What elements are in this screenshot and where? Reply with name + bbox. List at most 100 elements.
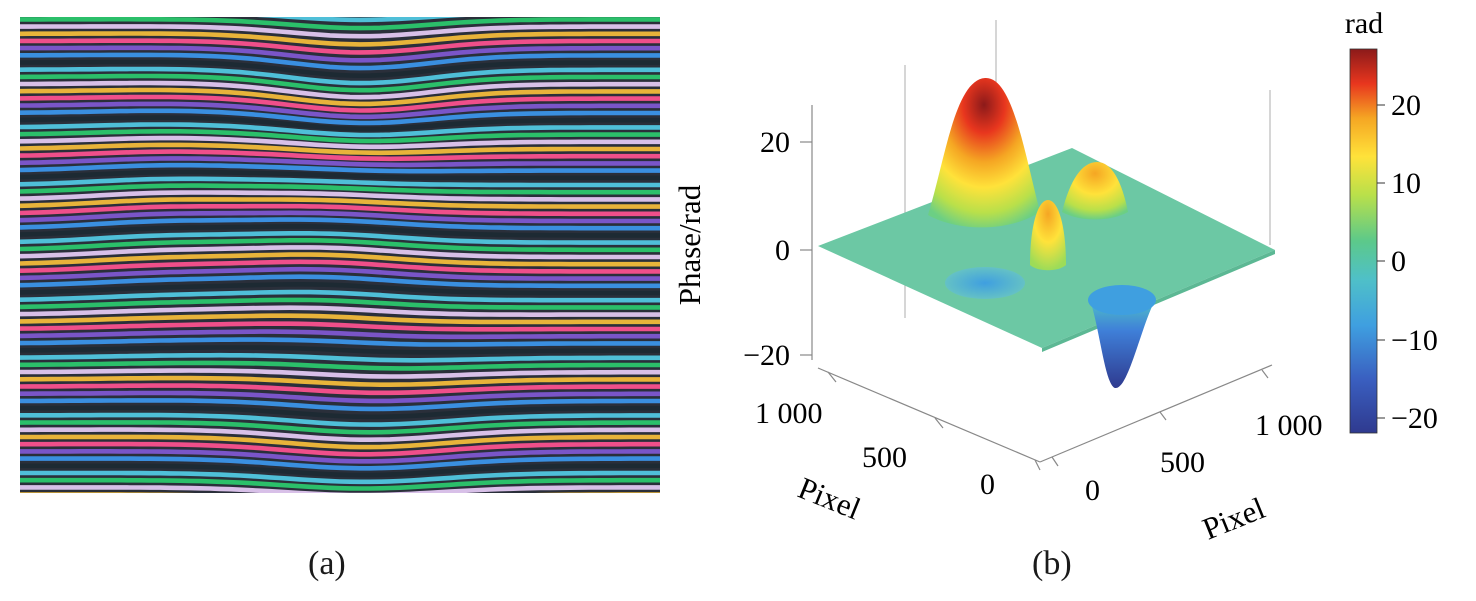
colorbar-tick-labels: 20 10 0 −10 −20 xyxy=(1391,89,1438,435)
fringe-line xyxy=(256,17,467,23)
fringe-line xyxy=(20,405,660,420)
fringe-line xyxy=(20,289,660,303)
fringe-line xyxy=(20,305,660,317)
fringe-line xyxy=(20,238,660,253)
fringe-line xyxy=(20,217,660,231)
fringe-line xyxy=(20,203,660,217)
fringe-line xyxy=(20,38,660,55)
fringe-line xyxy=(20,449,660,464)
fringe-line xyxy=(20,156,660,168)
fringe-line xyxy=(20,190,660,202)
colorbar: rad 20 10 0 −10 −20 xyxy=(1345,7,1438,435)
fringe-line xyxy=(20,66,660,86)
y-tick-labels: 0 500 1 000 xyxy=(1085,409,1323,507)
fringe-line xyxy=(20,463,660,478)
y-tick-label: 500 xyxy=(1160,446,1205,479)
well-rim xyxy=(1088,285,1156,315)
fringe-line xyxy=(20,259,660,274)
fringe-line xyxy=(20,274,660,289)
panel-a-label: (a) xyxy=(308,545,346,582)
fringe-line xyxy=(20,169,660,181)
fringe-line xyxy=(20,87,660,107)
x-tick-labels: 1 000 500 0 xyxy=(755,397,995,501)
fringe-pattern-image xyxy=(20,17,660,493)
x-axis-line xyxy=(817,367,1041,463)
fringe-line xyxy=(20,197,660,209)
fringe-line xyxy=(20,427,660,442)
colorbar-tick-label: −20 xyxy=(1391,402,1438,435)
colorbar-gradient xyxy=(1349,48,1378,434)
phase-surface xyxy=(818,77,1275,389)
z-tick-labels: 20 0 −20 xyxy=(743,126,790,372)
left-depression xyxy=(945,267,1025,299)
fringe-line xyxy=(20,441,660,457)
fringe-line xyxy=(20,94,660,113)
y-tick-label: 1 000 xyxy=(1255,409,1323,442)
z-tick-label: −20 xyxy=(743,339,790,372)
fringe-line xyxy=(20,135,660,150)
fringe-line xyxy=(20,59,660,79)
fringe-line xyxy=(20,281,660,296)
fringe-line xyxy=(20,345,660,355)
fringe-line xyxy=(20,337,660,347)
fringe-line xyxy=(20,122,660,138)
fringe-line xyxy=(20,162,660,174)
small-peak xyxy=(1030,200,1066,271)
fringe-line xyxy=(20,266,660,281)
colorbar-unit-label: rad xyxy=(1345,7,1383,40)
fringe-line xyxy=(20,245,660,260)
fringe-line xyxy=(20,73,660,93)
z-axis-label: Phase/rad xyxy=(672,184,707,305)
fringe-line xyxy=(20,52,660,71)
z-tick-label: 20 xyxy=(760,126,790,159)
fringe-line xyxy=(20,434,660,450)
fringe-line xyxy=(20,80,660,100)
fringe-line xyxy=(20,45,660,63)
fringe-line xyxy=(20,329,660,340)
fringe-line xyxy=(20,412,660,427)
colorbar-tick-label: −10 xyxy=(1391,324,1438,357)
x-tick-label: 500 xyxy=(862,441,907,474)
fringe-line xyxy=(20,360,660,371)
fringe-line xyxy=(20,210,660,224)
y-axis-label: Pixel xyxy=(1198,490,1270,546)
fringe-line xyxy=(20,176,660,188)
fringe-line xyxy=(20,321,660,332)
fringe-line xyxy=(20,297,660,310)
fringe-line xyxy=(20,149,660,162)
fringe-line xyxy=(20,352,660,363)
fringe-line xyxy=(20,31,660,47)
fringe-line xyxy=(20,398,660,412)
fringe-line xyxy=(20,101,660,120)
fringe-line xyxy=(20,231,660,245)
fringe-line xyxy=(20,129,660,144)
fringe-line xyxy=(20,313,660,325)
fringe-line xyxy=(20,17,660,31)
fringe-line xyxy=(20,142,660,156)
fringe-line xyxy=(20,383,660,396)
fringe-line xyxy=(20,24,660,39)
fringe-line xyxy=(20,485,660,493)
fringe-line xyxy=(20,470,660,485)
fringe-line xyxy=(20,115,660,132)
x-axis-label: Pixel xyxy=(793,470,865,526)
fringe-line xyxy=(20,224,660,238)
fringe-line xyxy=(20,456,660,471)
fringe-line xyxy=(20,390,660,404)
right-bump xyxy=(1062,162,1128,220)
fringe-line xyxy=(20,368,660,379)
fringe-line xyxy=(20,477,660,491)
fringe-line xyxy=(20,183,660,195)
y-axis-line xyxy=(1039,364,1273,463)
fringe-line xyxy=(20,420,660,435)
fringe-line xyxy=(20,252,660,267)
z-tick-label: 0 xyxy=(775,234,790,267)
fringe-line xyxy=(20,108,660,126)
colorbar-tick-label: 20 xyxy=(1391,89,1421,122)
panel-b-label: (b) xyxy=(1032,545,1072,582)
main-peak xyxy=(928,77,1040,228)
colorbar-tick-label: 0 xyxy=(1391,245,1406,278)
colorbar-tick-label: 10 xyxy=(1391,167,1421,200)
x-tick-label: 0 xyxy=(980,468,995,501)
